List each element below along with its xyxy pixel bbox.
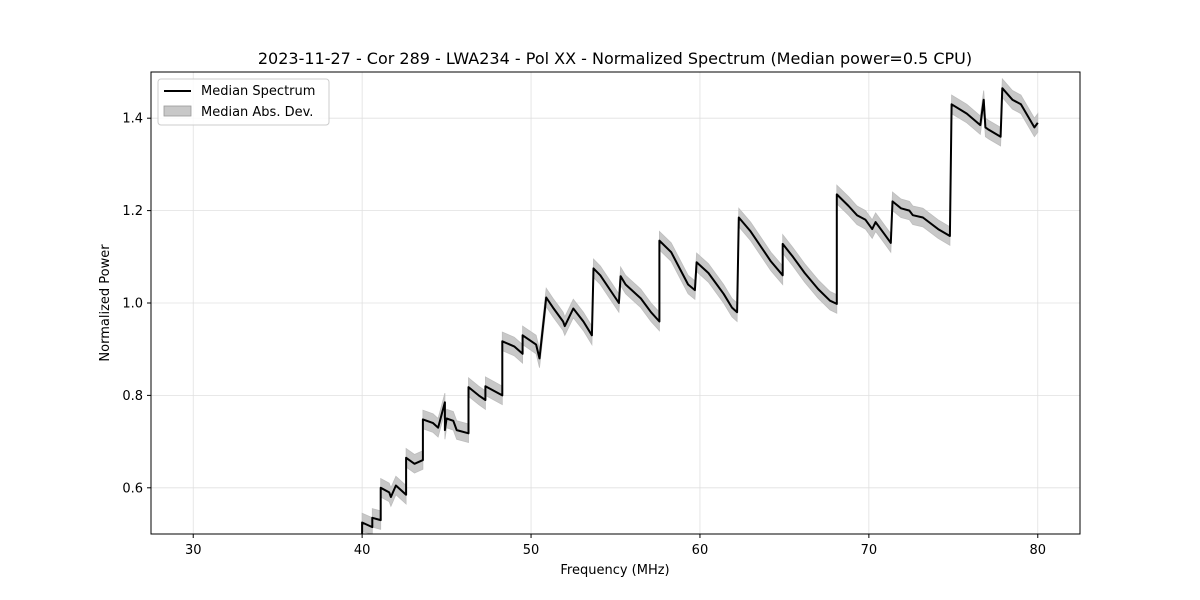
legend-label-median-abs-dev: Median Abs. Dev. <box>201 105 313 120</box>
y-tick-label: 0.8 <box>122 389 143 404</box>
mad-band-layer <box>361 77 1039 535</box>
median-spectrum-line <box>361 87 1039 534</box>
x-tick-label: 70 <box>861 543 878 558</box>
legend-band-swatch <box>163 105 192 117</box>
x-tick-label: 30 <box>185 543 202 558</box>
y-tick-label: 1.2 <box>122 204 143 219</box>
x-tick-label: 60 <box>692 543 709 558</box>
x-tick-label: 40 <box>354 543 371 558</box>
x-tick-label: 50 <box>523 543 540 558</box>
chart-title: 2023-11-27 - Cor 289 - LWA234 - Pol XX -… <box>258 49 972 68</box>
y-tick-label: 1.4 <box>122 112 143 127</box>
median-line-layer <box>361 87 1039 534</box>
mad-band <box>361 77 1039 535</box>
legend-box <box>157 78 330 126</box>
y-axis-label: Normalized Power <box>98 244 113 362</box>
x-tick-label: 80 <box>1029 543 1046 558</box>
y-tick-label: 0.6 <box>122 481 143 496</box>
ticks: 30 40 50 60 70 80 0.6 0.8 1.0 1.2 1.4 <box>122 112 1046 558</box>
legend-label-median-spectrum: Median Spectrum <box>201 84 315 99</box>
x-axis-label: Frequency (MHz) <box>560 563 669 578</box>
y-tick-label: 1.0 <box>122 297 143 312</box>
legend: Median Spectrum Median Abs. Dev. <box>157 78 330 126</box>
